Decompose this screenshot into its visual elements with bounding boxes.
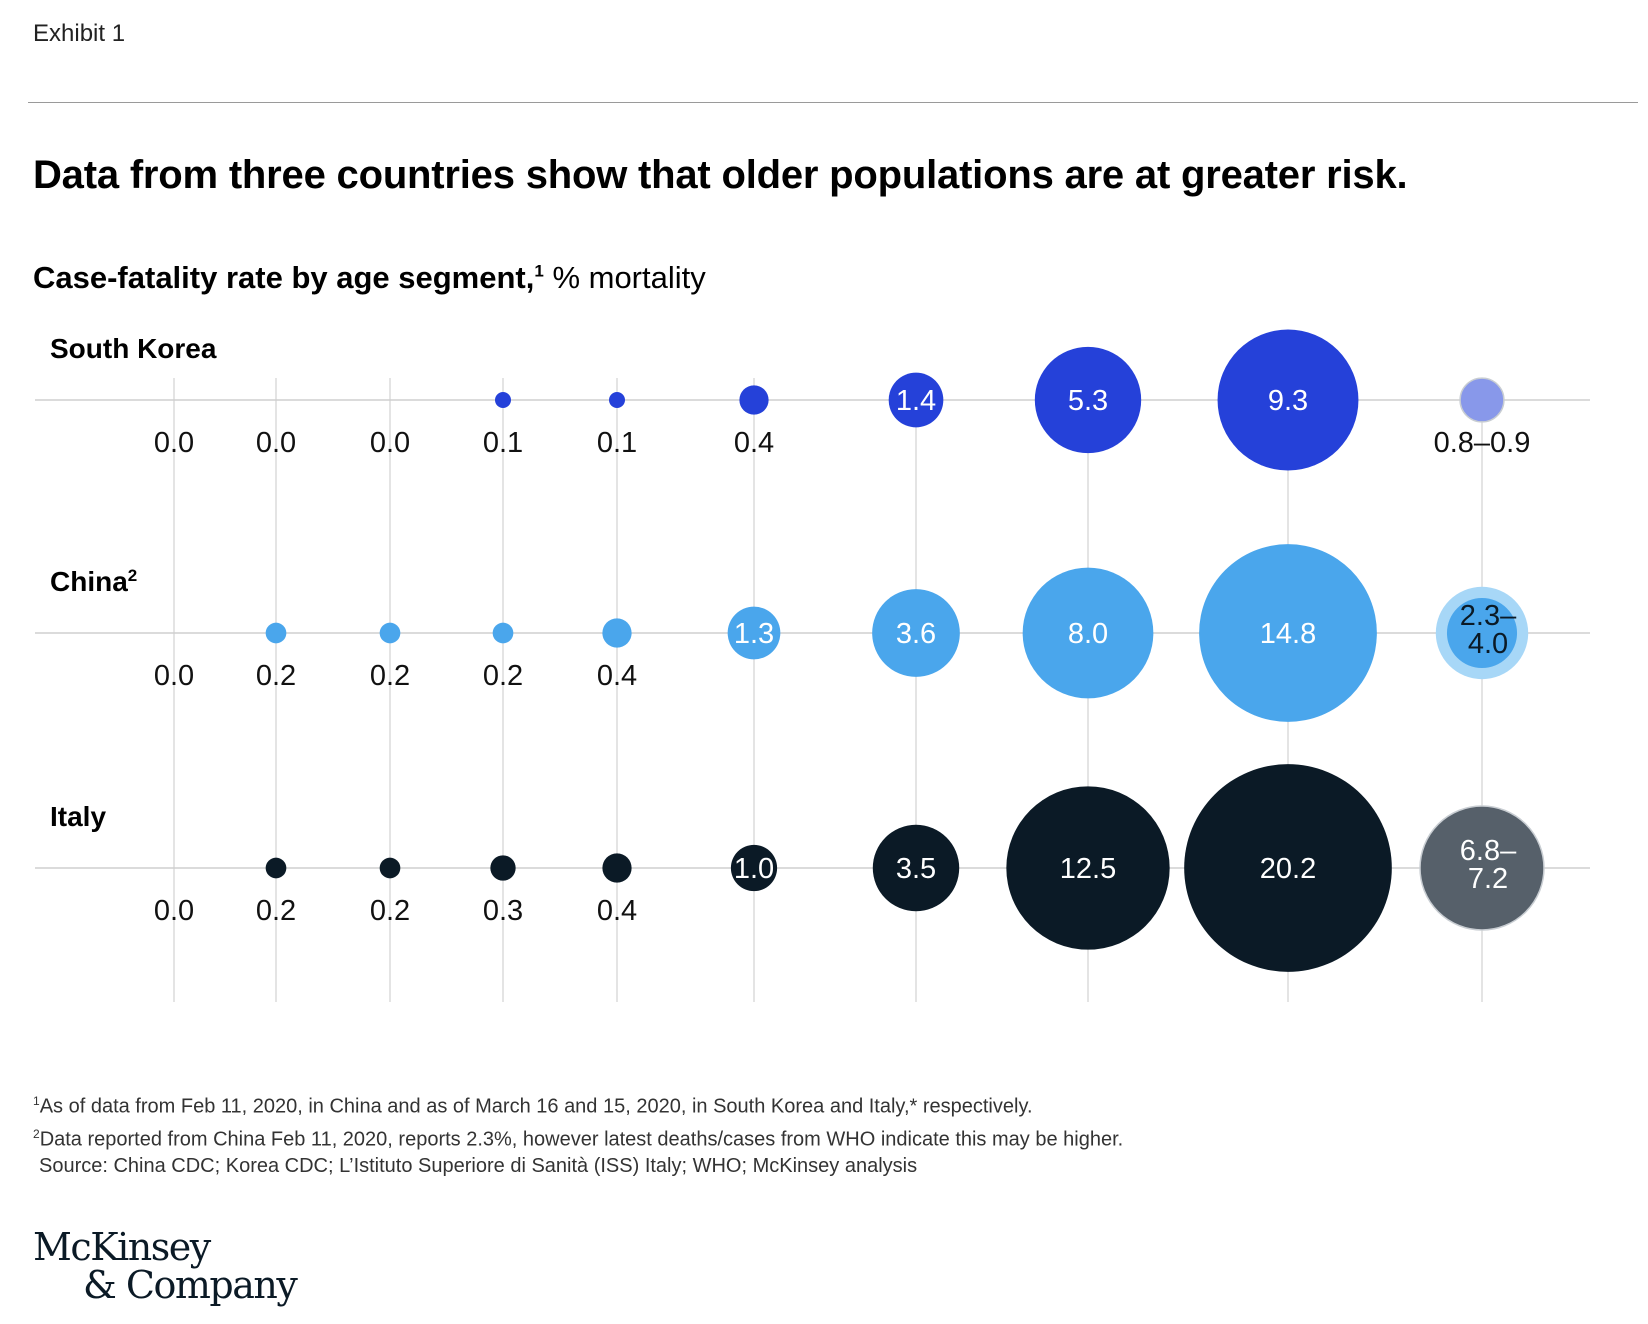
footnotes: 1As of data from Feb 11, 2020, in China … bbox=[33, 1088, 1123, 1180]
bubble-value-label: 14.8 bbox=[1260, 618, 1316, 650]
bubble-50–59 bbox=[730, 844, 778, 892]
bubble-40-49 bbox=[602, 853, 632, 883]
bubble-value-label: 0.1 bbox=[483, 427, 523, 459]
bubble-30–39 bbox=[495, 392, 511, 408]
bubble-40-49 bbox=[602, 618, 632, 648]
bubble-50–59 bbox=[739, 385, 769, 415]
bubble-value-label: 0.1 bbox=[597, 427, 637, 459]
company-logo: McKinsey & Company bbox=[33, 1225, 298, 1307]
bubble->80 bbox=[1199, 544, 1377, 722]
bubble-value-label: 0.0 bbox=[154, 427, 194, 459]
bubble-value-label: 3.5 bbox=[896, 853, 936, 885]
footnote-2: 2Data reported from China Feb 11, 2020, … bbox=[33, 1121, 1123, 1154]
bubble-value-label: 0.4 bbox=[597, 895, 637, 927]
footnote-1-text: As of data from Feb 11, 2020, in China a… bbox=[39, 1095, 1033, 1118]
series-label-sup: 2 bbox=[128, 566, 137, 585]
series-label: Italy bbox=[50, 801, 106, 832]
bubble-70–79 bbox=[1022, 567, 1154, 699]
bubble-value-label: 3.6 bbox=[896, 618, 936, 650]
average-value-label: 4.0 bbox=[1468, 628, 1508, 660]
bubble->80 bbox=[1217, 329, 1359, 471]
exhibit-label: Exhibit 1 bbox=[33, 20, 126, 47]
bubble-value-label: 1.0 bbox=[734, 853, 774, 885]
logo-line-2: & Company bbox=[83, 1263, 298, 1307]
x-tick-label: 40-49 bbox=[580, 1057, 654, 1060]
x-tick-label: 50–59 bbox=[714, 1057, 795, 1060]
bubble-chart: South Korea 0.0 0.0 0.0 0.1 0.1 0.4 1.4 5.3 9.3 0.… bbox=[35, 329, 1590, 1060]
bubble-value-label: 0.0 bbox=[154, 660, 194, 692]
average-bubble bbox=[1419, 805, 1545, 931]
x-tick-label: 20–29 bbox=[350, 1057, 431, 1060]
x-tick-label: >80 bbox=[1263, 1057, 1312, 1060]
average-value-label: 6.8– bbox=[1460, 835, 1517, 867]
bubble-70–79 bbox=[1006, 786, 1170, 950]
bubble-30–39 bbox=[490, 855, 516, 881]
source-note: Source: China CDC; Korea CDC; L’Istituto… bbox=[39, 1155, 918, 1178]
bubble-value-label: 12.5 bbox=[1060, 853, 1116, 885]
bubble-value-label: 0.2 bbox=[370, 895, 410, 927]
bubble-value-label: 8.0 bbox=[1068, 618, 1108, 650]
bubble-value-label: 0.2 bbox=[256, 660, 296, 692]
bubble->80 bbox=[1184, 764, 1392, 972]
bubble-value-label: 0.0 bbox=[256, 427, 296, 459]
bubble-value-label: 1.4 bbox=[896, 385, 936, 417]
bubble-value-label: 9.3 bbox=[1268, 385, 1308, 417]
series-label: South Korea bbox=[50, 333, 217, 364]
x-tick-label: 70–79 bbox=[1048, 1057, 1129, 1060]
x-tick-label: 10–19 bbox=[236, 1057, 317, 1060]
bubble-value-label: 0.4 bbox=[734, 427, 774, 459]
chart-subtitle: Case-fatality rate by age segment,1 % mo… bbox=[33, 260, 706, 296]
bubble-value-label: 5.3 bbox=[1068, 385, 1108, 417]
bubble-20–29 bbox=[379, 857, 401, 879]
average-value-label: 7.2 bbox=[1468, 863, 1508, 895]
bubble-60–69 bbox=[872, 824, 960, 912]
bubble-40-49 bbox=[609, 392, 625, 408]
bubble-value-label: 0.3 bbox=[483, 895, 523, 927]
average-bubble bbox=[1459, 377, 1505, 423]
series-label: China2 bbox=[50, 566, 137, 597]
x-tick-label: 60–69 bbox=[876, 1057, 957, 1060]
logo-line-1: McKinsey bbox=[33, 1225, 211, 1269]
bubble-10–19 bbox=[265, 857, 287, 879]
average-value-label: 0.8–0.9 bbox=[1434, 427, 1531, 459]
bubble-20–29 bbox=[379, 622, 401, 644]
subtitle-footnote-mark: 1 bbox=[534, 261, 544, 281]
x-tick-label: Average bbox=[1428, 1057, 1536, 1060]
bubble-value-label: 1.3 bbox=[734, 618, 774, 650]
footnote-1: 1As of data from Feb 11, 2020, in China … bbox=[33, 1088, 1123, 1121]
bubble-value-label: 20.2 bbox=[1260, 853, 1316, 885]
subtitle-bold: Case-fatality rate by age segment, bbox=[33, 260, 535, 295]
bubble-10–19 bbox=[265, 622, 287, 644]
bubble-value-label: 0.2 bbox=[256, 895, 296, 927]
bubble-value-label: 0.4 bbox=[597, 660, 637, 692]
bubble-60–69 bbox=[872, 589, 960, 677]
x-axis-title: Age bbox=[50, 1057, 102, 1060]
x-tick-label: 30–39 bbox=[463, 1057, 544, 1060]
bubble-value-label: 0.0 bbox=[370, 427, 410, 459]
average-value-label: 2.3– bbox=[1460, 600, 1517, 632]
bubble-50–59 bbox=[727, 606, 781, 660]
bubble-value-label: 0.0 bbox=[154, 895, 194, 927]
bubble-60–69 bbox=[888, 372, 944, 428]
bubble-30–39 bbox=[492, 622, 514, 644]
x-tick-label: 0–9 bbox=[150, 1057, 198, 1060]
footnote-2-mark: 2 bbox=[33, 1126, 40, 1141]
bubble-70–79 bbox=[1034, 346, 1142, 454]
bubble-value-label: 0.2 bbox=[483, 660, 523, 692]
footnote-1-mark: 1 bbox=[33, 1094, 40, 1108]
header-divider bbox=[28, 102, 1638, 103]
subtitle-unit: % mortality bbox=[543, 260, 706, 295]
footnote-2-text: Data reported from China Feb 11, 2020, r… bbox=[39, 1128, 1124, 1151]
bubble-value-label: 0.2 bbox=[370, 660, 410, 692]
chart-title: Data from three countries show that olde… bbox=[33, 153, 1408, 197]
average-bubble bbox=[1446, 597, 1518, 669]
